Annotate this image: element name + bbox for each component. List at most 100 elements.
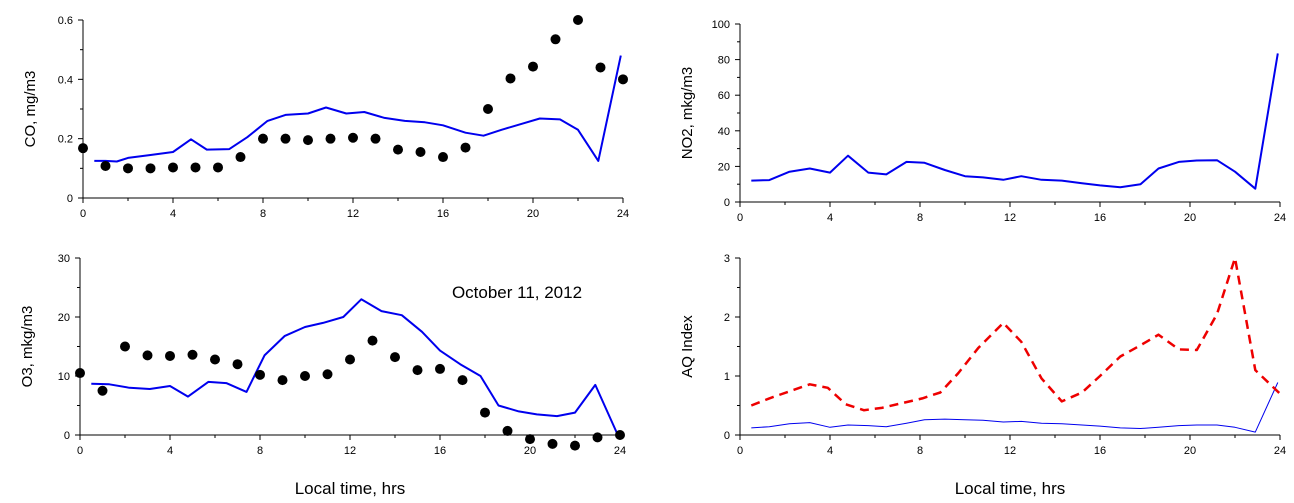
aq-x-tick-label: 16 [1094, 445, 1106, 457]
o3-scatter-point [615, 430, 625, 440]
o3-panel: 0 4 8 12 16 20 24 0 10 20 30 O3, mkg/m3 Local time, … [19, 253, 626, 498]
co-scatter-point [280, 133, 291, 144]
o3-scatter-point [570, 440, 580, 451]
aq-x-tick-label: 4 [827, 445, 833, 457]
o3-scatter-point [547, 438, 558, 449]
co-x-tick-label: 16 [437, 208, 449, 220]
no2-x-tick-label: 16 [1094, 212, 1106, 224]
o3-x-tick-label: 16 [434, 445, 446, 457]
co-scatter-point [190, 162, 201, 173]
no2-y-tick-label: 100 [712, 19, 730, 31]
no2-y-tick-label: 0 [724, 197, 730, 209]
aq-x-tick-label: 24 [1274, 445, 1286, 457]
co-scatter-point [618, 74, 628, 85]
o3-scatter-point [502, 425, 513, 436]
o3-scatter-point [525, 434, 535, 445]
no2-panel: 0 4 8 12 16 20 24 0 20 40 60 80 100 NO2, mkg/m3 [679, 19, 1286, 224]
co-scatter-point [213, 162, 223, 173]
co-scatter-point [325, 133, 336, 144]
o3-y-tick-label: 20 [58, 312, 70, 324]
co-scatter-point [483, 104, 493, 114]
o3-scatter-point [210, 354, 220, 365]
co-y-tick-label: 0.4 [58, 74, 73, 86]
aq-x-axis-label: Local time, hrs [955, 479, 1066, 498]
co-x-tick-label: 0 [80, 208, 86, 220]
no2-y-tick-label: 20 [718, 161, 730, 173]
o3-series-0-line [91, 298, 619, 436]
co-x-tick-label: 20 [527, 208, 539, 220]
aq-x-tick-label: 20 [1184, 445, 1196, 457]
o3-y-axis-label: O3, mkg/m3 [19, 306, 36, 388]
o3-scatter-point [300, 371, 310, 381]
o3-scatter-point [390, 352, 400, 363]
aq-y-axis-label: AQ Index [679, 315, 696, 378]
co-scatter-point [145, 163, 156, 174]
no2-y-tick-label: 40 [718, 126, 730, 138]
o3-scatter-point [97, 385, 108, 396]
o3-scatter-point [187, 349, 198, 360]
date-annotation: October 11, 2012 [452, 283, 582, 302]
no2-x-tick-label: 12 [1004, 212, 1016, 224]
co-scatter-point [168, 162, 178, 173]
o3-scatter-point [345, 354, 355, 365]
o3-y-tick-label: 30 [58, 253, 70, 265]
co-scatter-point [595, 62, 606, 73]
o3-scatter-point [75, 368, 85, 379]
o3-scatter-point [142, 350, 153, 361]
no2-series-0-line [751, 53, 1279, 190]
o3-x-tick-label: 24 [614, 445, 626, 457]
co-y-tick-label: 0.6 [58, 15, 73, 27]
o3-x-tick-label: 8 [257, 445, 263, 457]
o3-scatter-point [367, 335, 378, 346]
co-scatter-point [415, 147, 426, 158]
no2-x-tick-label: 24 [1274, 212, 1286, 224]
no2-x-tick-label: 0 [737, 212, 743, 224]
co-x-tick-label: 24 [617, 208, 629, 220]
co-scatter-point [438, 152, 448, 163]
aq-x-tick-label: 12 [1004, 445, 1016, 457]
co-scatter-point [235, 152, 246, 163]
co-y-tick-label: 0.2 [58, 134, 73, 146]
o3-scatter-point [322, 369, 333, 380]
co-x-tick-label: 4 [170, 208, 176, 220]
co-x-tick-label: 8 [260, 208, 266, 220]
o3-scatter-point [277, 375, 288, 386]
aq-y-tick-label: 1 [724, 371, 730, 383]
co-y-axis-label: CO, mg/m3 [22, 71, 39, 148]
o3-scatter-point [232, 359, 243, 370]
co-scatter-point [348, 132, 358, 143]
aq-y-tick-label: 2 [724, 312, 730, 324]
co-scatter-point [550, 34, 561, 45]
no2-x-tick-label: 8 [917, 212, 923, 224]
aq-series-0-line [751, 382, 1279, 433]
o3-y-tick-label: 0 [64, 430, 70, 442]
no2-y-tick-label: 60 [718, 90, 730, 102]
co-scatter-point [505, 73, 516, 84]
no2-y-axis-label: NO2, mkg/m3 [679, 67, 696, 160]
o3-scatter-point [435, 363, 445, 374]
no2-x-tick-label: 20 [1184, 212, 1196, 224]
co-scatter-point [123, 163, 133, 174]
o3-scatter-point [592, 432, 603, 443]
o3-x-tick-label: 0 [77, 445, 83, 457]
o3-x-axis-label: Local time, hrs [295, 479, 406, 498]
co-scatter-point [78, 143, 88, 154]
o3-scatter-point [255, 369, 265, 380]
o3-scatter-point [165, 350, 175, 361]
o3-x-tick-label: 12 [344, 445, 356, 457]
co-panel: 0 4 8 12 16 20 24 0 0.2 0.4 0.6 CO, mg/m3 [22, 15, 629, 220]
aq-x-tick-label: 0 [737, 445, 743, 457]
o3-scatter-point [412, 365, 423, 376]
co-scatter-point [460, 142, 471, 153]
o3-scatter-point [480, 407, 490, 418]
aq-series-1-line [750, 256, 1281, 412]
co-scatter-point [528, 61, 538, 72]
aq-x-tick-label: 8 [917, 445, 923, 457]
co-series-0-line [94, 55, 622, 163]
co-scatter-point [258, 133, 268, 144]
co-scatter-point [573, 15, 583, 25]
o3-scatter-point [457, 375, 468, 386]
no2-y-tick-label: 80 [718, 55, 730, 67]
